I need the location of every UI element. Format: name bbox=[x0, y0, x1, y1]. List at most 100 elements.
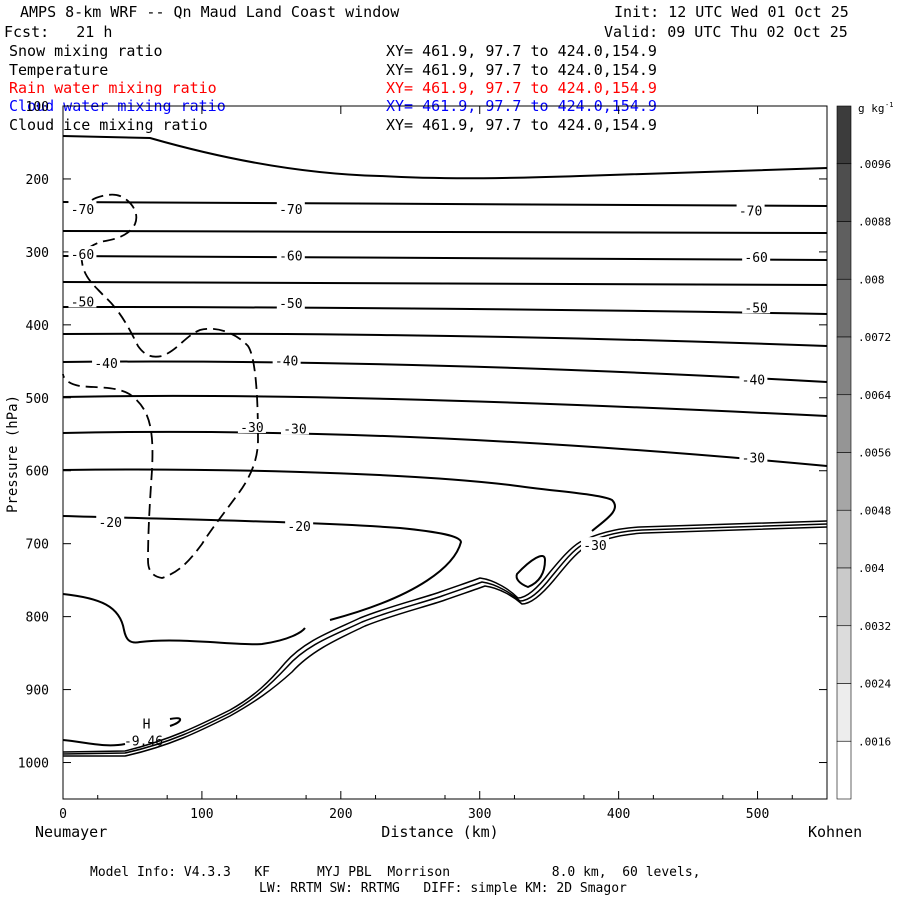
isotherm-label-bg bbox=[68, 246, 97, 261]
isotherm-label-bg bbox=[92, 354, 121, 369]
x-tick-label: 500 bbox=[746, 807, 769, 822]
x-axis-ticks: 0 100 200 300 400 500 bbox=[59, 106, 793, 822]
y-tick-label: 500 bbox=[26, 392, 49, 407]
legend-units-exponent: -1 bbox=[885, 101, 893, 109]
legend-label: .0064 bbox=[858, 389, 891, 402]
isotherm-line bbox=[62, 201, 828, 207]
legend-swatch bbox=[836, 163, 852, 222]
y-tick-label: 300 bbox=[26, 246, 49, 261]
isotherm-label-bg bbox=[272, 352, 301, 367]
isotherm-labels: -70 -70 -70 -60 -60 -60 -50 -50 -50 -40 -40 -40 -30 -… bbox=[68, 200, 771, 749]
isotherm-contours bbox=[62, 135, 828, 747]
legend-swatch bbox=[836, 452, 852, 511]
isotherm-label: -50 bbox=[279, 297, 302, 312]
y-axis-ticks: 100 200 300 400 500 600 700 800 900 1000 bbox=[18, 100, 827, 772]
y-tick-label: 200 bbox=[26, 173, 49, 188]
init-time: Init: 12 UTC Wed 01 Oct 25 bbox=[614, 3, 849, 21]
isotherm-label: -40 bbox=[275, 355, 298, 370]
isotherm-label-bg bbox=[742, 299, 771, 314]
y-tick-label: 1000 bbox=[18, 757, 49, 772]
y-tick-label: 700 bbox=[26, 538, 49, 553]
x-tick-label: 0 bbox=[59, 807, 67, 822]
isotherm-line bbox=[62, 593, 306, 646]
legend-label: .0056 bbox=[858, 447, 891, 460]
y-tick-label: 400 bbox=[26, 319, 49, 334]
legend-label: .008 bbox=[858, 273, 885, 286]
isotherm-line bbox=[62, 739, 126, 747]
valid-time: Valid: 09 UTC Thu 02 Oct 25 bbox=[604, 23, 848, 41]
isotherm-label-bg bbox=[739, 371, 768, 386]
isotherm-line bbox=[62, 468, 616, 532]
legend-swatch bbox=[836, 683, 852, 742]
isotherm-label: -20 bbox=[98, 516, 121, 531]
field-name-temperature: Temperature bbox=[9, 61, 109, 79]
terrain-profile bbox=[62, 520, 828, 757]
legend-swatch bbox=[836, 278, 852, 338]
isotherm-label: -50 bbox=[744, 301, 767, 316]
field-xy-temperature: XY= 461.9, 97.7 to 424.0,154.9 bbox=[386, 61, 657, 79]
isotherm-label: -60 bbox=[279, 250, 302, 265]
isotherm-label: -50 bbox=[71, 295, 94, 310]
isotherm-label-bg bbox=[68, 293, 97, 308]
legend-label: .0072 bbox=[858, 331, 891, 344]
x-tick-label: 400 bbox=[607, 807, 630, 822]
x-axis-label: Distance (km) bbox=[381, 823, 498, 841]
chart-title: AMPS 8-km WRF -- Qn Maud Land Coast wind… bbox=[20, 3, 400, 21]
legend-swatch bbox=[836, 105, 852, 165]
snow-legend: .0016 .0024 .0032 .004 .0048 .0056 .0064 .0072.… bbox=[836, 101, 893, 800]
y-tick-label: 100 bbox=[26, 100, 49, 115]
isotherm-label-bg bbox=[739, 449, 768, 464]
isotherm-line bbox=[62, 332, 828, 347]
isotherm-line bbox=[515, 555, 547, 589]
legend-label: .0096 bbox=[858, 158, 891, 171]
legend-swatch bbox=[836, 509, 852, 569]
isotherm-label: -70 bbox=[739, 204, 762, 219]
plot-frame bbox=[62, 105, 828, 800]
legend-swatch bbox=[836, 336, 852, 396]
isotherm-label: -30 bbox=[283, 422, 306, 437]
isotherm-label: -20 bbox=[287, 520, 310, 535]
isotherm-label: -40 bbox=[94, 357, 117, 372]
isotherm-line bbox=[62, 135, 828, 180]
isotherm-label-bg bbox=[276, 200, 305, 215]
forecast-hour: Fcst: 21 h bbox=[4, 23, 113, 41]
legend-label: .0024 bbox=[858, 678, 891, 691]
legend-swatch bbox=[836, 740, 852, 800]
legend-label: .0088 bbox=[858, 216, 891, 229]
legend-label: .004 bbox=[858, 562, 885, 575]
legend-label: .0016 bbox=[858, 735, 891, 748]
snow-mixing-contours bbox=[62, 193, 259, 579]
y-tick-label: 600 bbox=[26, 465, 49, 480]
isotherm-line bbox=[62, 306, 828, 315]
isotherm-line bbox=[62, 230, 828, 234]
x-tick-label: 300 bbox=[468, 807, 491, 822]
y-tick-label: 800 bbox=[26, 611, 49, 626]
terrain-line bbox=[62, 520, 828, 753]
y-axis-label: Pressure (hPa) bbox=[5, 395, 21, 513]
y-tick-label: 900 bbox=[26, 684, 49, 699]
isotherm-label: -70 bbox=[279, 203, 302, 218]
legend-label: .0032 bbox=[858, 620, 891, 633]
legend-swatch bbox=[836, 394, 852, 453]
isotherm-line bbox=[62, 515, 463, 621]
legend-swatch bbox=[836, 221, 852, 280]
field-xy-snow: XY= 461.9, 97.7 to 424.0,154.9 bbox=[386, 42, 657, 60]
field-name-cloud-ice: Cloud ice mixing ratio bbox=[9, 116, 208, 134]
x-endpoint-left: Neumayer bbox=[35, 823, 107, 841]
legend-units: g kg bbox=[858, 102, 885, 115]
legend-label: .0048 bbox=[858, 504, 891, 517]
extremum-value: -9.46 bbox=[124, 734, 163, 749]
isotherm-label-bg bbox=[736, 202, 765, 217]
isotherm-label-bg bbox=[276, 294, 305, 309]
isotherm-label-bg bbox=[276, 247, 305, 262]
isotherm-line bbox=[62, 430, 828, 467]
snow-contour bbox=[62, 193, 259, 579]
isotherm-line bbox=[62, 255, 828, 261]
isotherm-label: -60 bbox=[744, 251, 767, 266]
terrain-line bbox=[62, 523, 828, 755]
isotherm-label-bg bbox=[96, 513, 125, 528]
isotherm-label-bg bbox=[581, 537, 610, 552]
field-xy-rain: XY= 461.9, 97.7 to 424.0,154.9 bbox=[386, 79, 657, 97]
isotherm-label: -70 bbox=[71, 203, 94, 218]
x-tick-label: 200 bbox=[329, 807, 352, 822]
